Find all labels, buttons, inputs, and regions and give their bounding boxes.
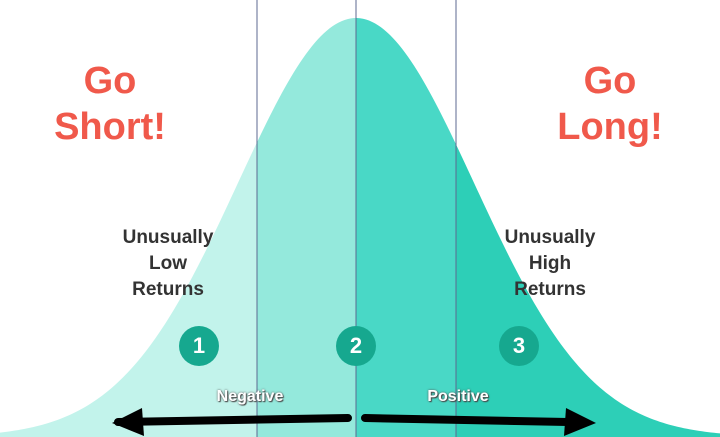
negative-arrow-head [112,408,144,436]
region-3-marker: 3 [499,326,539,366]
go-long-headline: Go Long! [557,60,663,148]
positive-arrow-head [564,408,596,436]
low-returns-label: Unusually Low Returns [122,227,214,300]
zone-2-right-shading [356,18,456,437]
negative-label: Negative [216,388,284,405]
go-short-headline: Go Short! [54,60,166,148]
region-1-marker: 1 [179,326,219,366]
positive-arrow [361,414,572,426]
positive-label: Positive [427,388,489,405]
high-returns-label: Unusually High Returns [504,227,596,300]
zone-2-left-shading [257,18,356,437]
region-2-marker: 2 [336,326,376,366]
negative-arrow [114,414,352,426]
